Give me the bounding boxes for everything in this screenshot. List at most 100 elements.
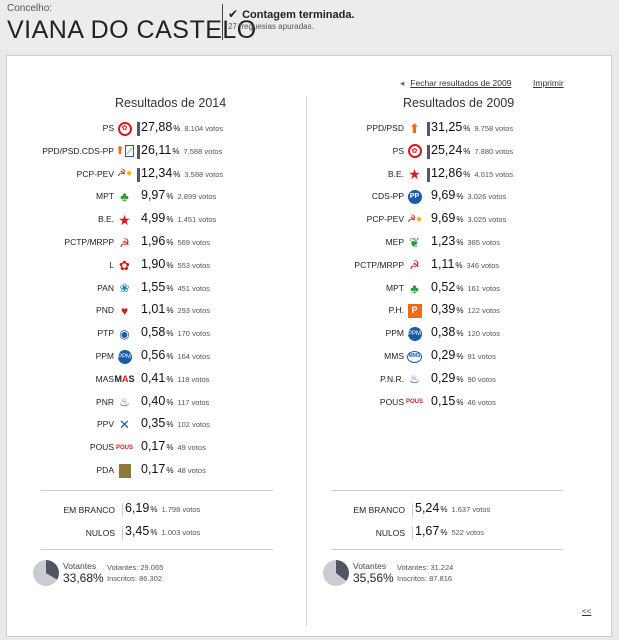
- party-name: PCP-PEV: [366, 214, 404, 225]
- percentage-value: 1,23: [431, 234, 456, 248]
- party-row: P.H. P 0,39% 122 votos: [297, 300, 587, 322]
- party-percentage: 0,15%: [431, 394, 463, 408]
- rose-icon: ✿: [117, 121, 132, 136]
- percentage-value: 0,38: [431, 325, 456, 340]
- party-row: POUS POUS 0,17% 49 votos: [7, 437, 297, 459]
- party-row: B.E. ★ 12,86% 4.015 votos: [297, 164, 587, 186]
- party-votes: 3.588 votos: [184, 169, 224, 179]
- party-name: PNR: [96, 396, 114, 407]
- party-percentage: 0,29%: [431, 348, 463, 362]
- percentage-value: 27,88: [141, 120, 173, 134]
- party-percentage: 0,17%: [141, 462, 173, 476]
- party-votes: 8.104 votos: [184, 124, 224, 133]
- percentage-value: 1,90: [141, 256, 166, 271]
- party-votes: 2.899 votos: [177, 192, 217, 202]
- party-name: PPM: [95, 351, 114, 361]
- votantes-count: Votantes: 31.224: [397, 562, 454, 572]
- party-name: B.E.: [387, 168, 404, 179]
- party-name: PCTP/MRPP: [354, 259, 404, 270]
- mms-icon: MMS: [407, 349, 422, 364]
- header-divider: [222, 4, 223, 40]
- back-link[interactable]: <<: [582, 607, 592, 616]
- party-name: MAS: [95, 373, 114, 384]
- percent-sign: %: [166, 283, 174, 293]
- ppd-arrow-icon: ⬆: [409, 121, 420, 136]
- percent-sign: %: [456, 215, 464, 225]
- leader-bar: [137, 144, 140, 159]
- party-percentage: 25,24%: [431, 143, 470, 157]
- status-subtitle: 27 freguesias apuradas.: [228, 22, 314, 31]
- party-name: L: [109, 259, 114, 270]
- mas-icon: MAS: [114, 373, 135, 384]
- party-votes: 49 votos: [177, 443, 206, 453]
- status-title-text: Contagem terminada.: [242, 9, 355, 21]
- party-votes: 3.026 votos: [467, 192, 507, 202]
- party-votes: 102 votos: [177, 420, 210, 430]
- party-name: MMS: [384, 351, 404, 361]
- party-name: PDA: [96, 465, 114, 475]
- party-votes: 90 votos: [467, 374, 496, 384]
- summary-bar: [122, 502, 123, 517]
- percentage-value: 0,41: [141, 370, 166, 385]
- percent-sign: %: [455, 260, 463, 270]
- party-row: PCTP/MRPP ☭ 1,96% 569 votos: [7, 232, 297, 254]
- percentage-value: 0,58: [141, 325, 166, 340]
- party-row: L ✿ 1,90% 553 votos: [7, 255, 297, 277]
- party-percentage: 1,96%: [141, 234, 173, 248]
- concelho-label: Concelho:: [7, 3, 53, 14]
- summary-percentage-value: 3,45: [125, 523, 150, 538]
- party-votes: 293 votos: [177, 306, 210, 316]
- party-percentage: 0,38%: [431, 325, 463, 339]
- percentage-value: 1,55: [141, 279, 166, 294]
- party-percentage: 1,01%: [141, 302, 173, 316]
- print-link-text[interactable]: Imprimir: [533, 78, 564, 88]
- print-link[interactable]: Imprimir: [533, 78, 564, 88]
- results-panel: Fechar resultados de 2009 Imprimir Resul…: [6, 55, 612, 637]
- party-name: P.N.R.: [380, 373, 404, 384]
- party-row: PCP-PEV ☭ ● 12,34% 3.588 votos: [7, 164, 297, 186]
- party-row: B.E. ★ 4,99% 1.451 votos: [7, 209, 297, 231]
- turnout-label: Votantes: [63, 560, 97, 571]
- party-row: MPT ♣ 0,52% 161 votos: [297, 278, 587, 300]
- percent-sign: %: [173, 124, 181, 133]
- summary-label: EM BRANCO: [63, 504, 115, 515]
- percentage-value: 0,29: [431, 370, 456, 385]
- title-2014: Resultados de 2014: [115, 96, 227, 110]
- party-name: PPV: [96, 419, 114, 430]
- party-row: PCTP/MRPP ☭ 1,11% 346 votos: [297, 255, 587, 277]
- party-row: PPD/PSD ⬆ 31,25% 9.758 votos: [297, 118, 587, 140]
- percent-sign: %: [456, 397, 464, 407]
- party-name: CDS-PP: [371, 191, 404, 202]
- party-votes: 170 votos: [177, 329, 210, 339]
- summary-percentage: 3,45%: [125, 524, 157, 538]
- party-votes: 120 votos: [467, 329, 500, 339]
- separator: [41, 548, 273, 550]
- party-name: PTP: [97, 328, 114, 339]
- party-votes: 553 votos: [177, 260, 210, 270]
- hammer-sickle-icon: ☭: [119, 235, 130, 250]
- percentage-value: 0,56: [141, 348, 166, 362]
- party-percentage: 27,88%: [141, 120, 180, 134]
- percent-sign: %: [166, 466, 174, 475]
- percent-sign: %: [456, 192, 464, 202]
- party-votes: 161 votos: [467, 283, 500, 293]
- turnout-stats: Votantes: 29.065 Inscritos: 86.302: [107, 562, 163, 584]
- percentage-value: 1,96: [141, 234, 166, 248]
- percentage-value: 25,24: [431, 142, 463, 157]
- concelho-name: VIANA DO CASTELO: [7, 16, 257, 44]
- percentage-value: 0,52: [431, 279, 456, 294]
- percent-sign: %: [456, 283, 464, 293]
- title-2009: Resultados de 2009: [403, 96, 515, 110]
- party-votes: 91 votos: [467, 352, 496, 361]
- percentage-value: 0,40: [141, 393, 166, 408]
- party-percentage: 1,23%: [431, 234, 463, 248]
- ppv-icon: ✕: [119, 417, 130, 433]
- party-percentage: 0,39%: [431, 302, 463, 316]
- close-2009-link[interactable]: Fechar resultados de 2009: [400, 78, 511, 89]
- party-percentage: 1,55%: [141, 280, 173, 294]
- summary-votes: 1.798 votos: [161, 504, 201, 514]
- leader-bar: [137, 122, 140, 136]
- percentage-value: 4,99: [141, 211, 166, 226]
- close-2009-link-text[interactable]: Fechar resultados de 2009: [410, 78, 512, 88]
- party-votes: 9.758 votos: [474, 124, 514, 133]
